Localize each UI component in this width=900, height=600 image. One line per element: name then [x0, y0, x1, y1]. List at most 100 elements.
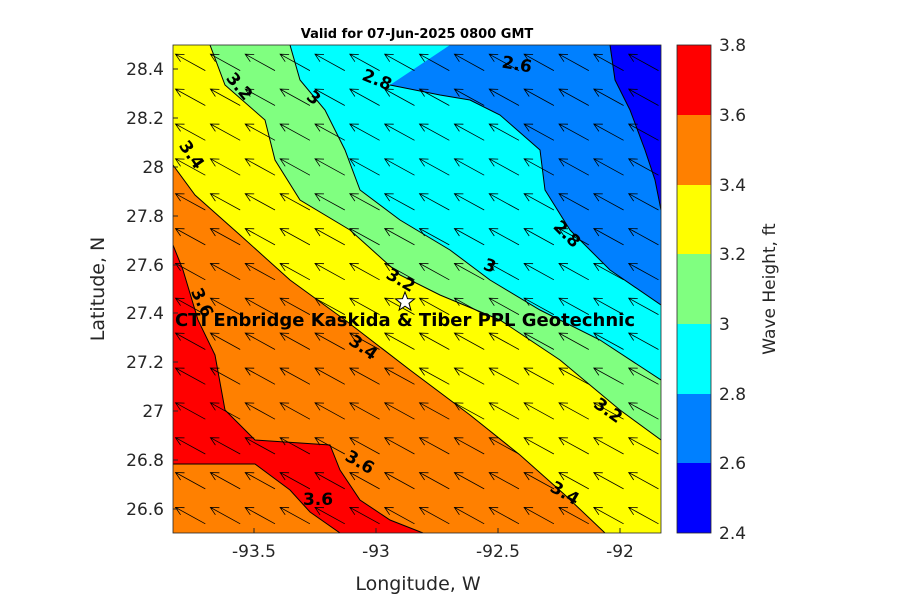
wind-arrow	[523, 332, 555, 350]
wind-arrow	[488, 297, 520, 315]
wind-arrow	[349, 297, 380, 315]
wind-arrow	[244, 158, 276, 176]
wind-arrow	[314, 123, 345, 141]
wind-arrow	[244, 88, 276, 106]
wind-arrow	[627, 123, 659, 141]
wind-arrow	[383, 472, 415, 490]
wind-arrow	[244, 193, 276, 211]
wind-arrow	[593, 402, 624, 420]
wind-arrow	[244, 506, 276, 525]
wind-arrow	[279, 506, 311, 525]
wind-arrow	[383, 332, 415, 350]
wind-arrow	[209, 332, 241, 350]
wind-arrow	[488, 123, 520, 141]
wind-arrow	[418, 472, 450, 490]
wind-arrow	[627, 228, 659, 246]
wind-arrow	[453, 297, 485, 315]
x-axis-label: Longitude, W	[355, 573, 481, 595]
wind-arrow	[174, 332, 206, 350]
wind-arrow	[314, 262, 345, 281]
wind-arrow	[558, 262, 589, 281]
wind-arrow	[453, 262, 485, 281]
wind-arrow	[279, 367, 311, 385]
wind-arrow	[627, 53, 659, 71]
wind-arrow	[314, 332, 345, 350]
wind-arrow	[279, 402, 311, 420]
wind-arrow	[593, 332, 624, 350]
wind-arrow	[314, 506, 345, 525]
wind-arrow	[314, 367, 345, 385]
wind-arrow	[244, 228, 276, 246]
wind-arrow	[209, 472, 241, 490]
wind-arrow	[349, 472, 380, 490]
wind-arrow	[558, 332, 589, 350]
wind-arrow	[453, 332, 485, 350]
wind-arrow	[279, 158, 311, 176]
wind-arrow	[174, 193, 206, 211]
wind-arrow	[418, 506, 450, 525]
wind-arrow	[627, 158, 659, 176]
wind-arrow	[314, 158, 345, 176]
wind-arrow	[453, 472, 485, 490]
wind-arrow	[418, 53, 450, 71]
wind-arrow	[174, 402, 206, 420]
y-tick-label: 28.4	[126, 60, 164, 80]
wind-arrow	[593, 53, 624, 71]
colorbar-tick-label: 3.6	[719, 106, 746, 126]
wind-arrow	[279, 123, 311, 141]
wind-arrow	[209, 437, 241, 455]
wind-arrow	[593, 506, 624, 525]
wind-arrow	[453, 437, 485, 455]
wind-arrow	[593, 297, 624, 315]
wind-arrow	[349, 367, 380, 385]
fill-2.6-2.8	[390, 45, 661, 305]
colorbar-swatch	[677, 394, 711, 463]
x-tick-label: -93.5	[232, 542, 276, 562]
wind-arrow	[593, 228, 624, 246]
wind-arrows	[174, 53, 659, 525]
contour-line	[389, 84, 661, 306]
wind-arrow	[418, 402, 450, 420]
wind-arrow	[488, 228, 520, 246]
wind-arrow	[453, 402, 485, 420]
wind-arrow	[349, 437, 380, 455]
wind-arrow	[523, 158, 555, 176]
wind-arrow	[174, 437, 206, 455]
wind-arrow	[627, 506, 659, 525]
y-tick-label: 28	[142, 158, 164, 178]
y-tick-label: 27.8	[126, 207, 164, 227]
colorbar-tick-label: 3	[719, 315, 730, 335]
wind-arrow	[453, 88, 485, 106]
wind-arrow	[488, 262, 520, 281]
wind-arrow	[209, 158, 241, 176]
wind-arrow	[349, 88, 380, 106]
wind-arrow	[209, 367, 241, 385]
wind-arrow	[523, 123, 555, 141]
contour-line	[173, 164, 606, 533]
wind-arrow	[453, 506, 485, 525]
wind-arrow	[174, 88, 206, 106]
wind-arrow	[488, 402, 520, 420]
y-tick-label: 27.2	[126, 353, 164, 373]
wind-arrow	[558, 506, 589, 525]
wind-arrow	[453, 193, 485, 211]
colorbar-tick-label: 3.8	[719, 36, 746, 56]
site-star-marker	[394, 290, 416, 312]
wind-arrow	[209, 228, 241, 246]
wind-arrow	[523, 402, 555, 420]
wind-arrow	[383, 437, 415, 455]
chart-title: Valid for 07-Jun-2025 0800 GMT	[301, 27, 534, 42]
wind-arrow	[627, 402, 659, 420]
wind-arrow	[244, 262, 276, 281]
x-tick-label: -93	[362, 542, 390, 562]
wind-arrow	[627, 262, 659, 281]
contour-plot-area	[173, 45, 661, 533]
wind-arrow	[488, 88, 520, 106]
wind-arrow	[174, 297, 206, 315]
wind-arrow	[488, 53, 520, 71]
wind-arrow	[558, 88, 589, 106]
wind-arrow	[488, 193, 520, 211]
x-axis: -93.5 -93 -92.5 -92 Longitude, W	[232, 528, 634, 595]
contour-lines	[173, 45, 661, 533]
